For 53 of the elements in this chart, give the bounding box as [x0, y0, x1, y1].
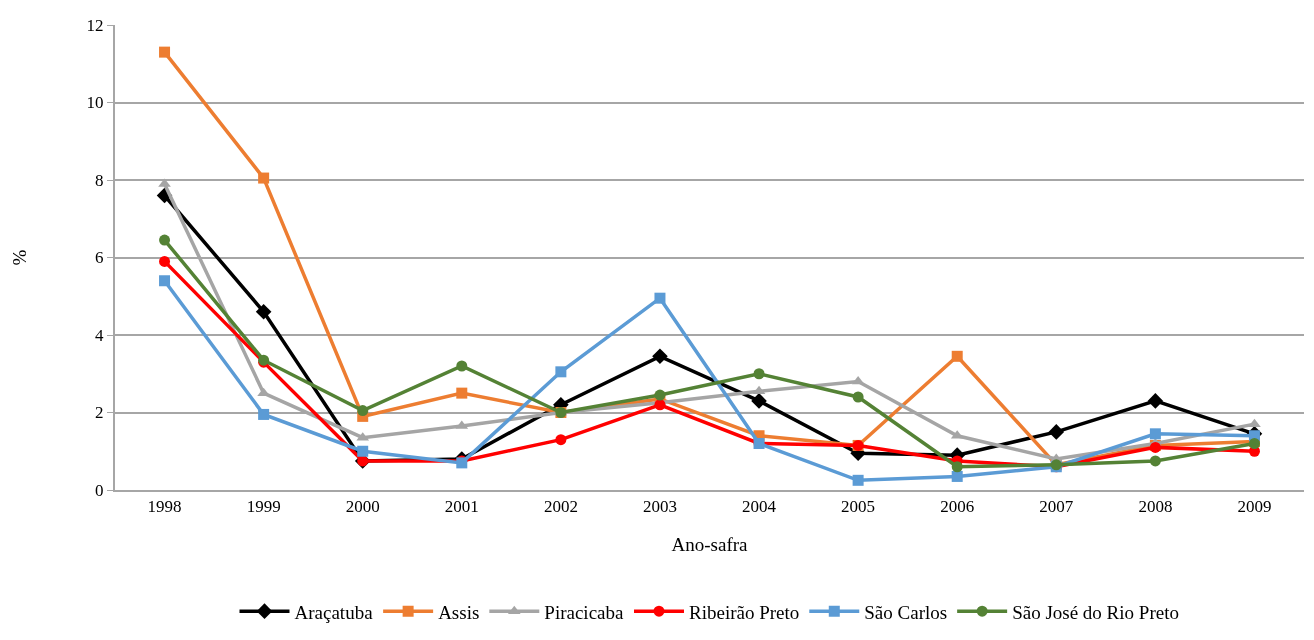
y-tick-label: 6: [95, 248, 104, 268]
x-tick-label: 2005: [841, 497, 876, 517]
point: [654, 292, 666, 304]
x-tick-label: 1998: [147, 497, 182, 517]
point: [753, 368, 765, 380]
point: [1149, 428, 1161, 440]
point: [652, 348, 668, 365]
point: [1149, 455, 1161, 467]
x-tick-label: 2000: [345, 497, 380, 517]
point: [1048, 424, 1065, 440]
point: [255, 303, 272, 320]
point: [751, 393, 767, 409]
point: [852, 474, 864, 486]
x-tick-label: 2001: [444, 497, 479, 517]
legend-label: São José do Rio Preto: [1012, 601, 1179, 623]
x-tick-label: 2008: [1138, 497, 1173, 517]
point: [456, 387, 468, 399]
legend-label: Ribeirão Preto: [689, 601, 800, 623]
x-tick-label: 2002: [543, 497, 578, 517]
x-tick-label: 2003: [642, 497, 677, 517]
y-tick-label: 12: [86, 15, 104, 35]
x-tick-label: 2009: [1237, 497, 1272, 517]
x-axis-title: Ano-safra: [671, 533, 749, 555]
point: [555, 366, 567, 378]
x-tick-label: 2007: [1039, 497, 1074, 517]
legend-label: Piracicaba: [544, 601, 624, 623]
x-tick-label: 2004: [742, 497, 777, 517]
legend-label: São Carlos: [864, 601, 948, 623]
x-tick-label: 2006: [940, 497, 975, 517]
y-tick-label: 2: [95, 403, 104, 423]
point: [258, 408, 270, 420]
point: [258, 172, 270, 184]
point: [159, 234, 171, 246]
y-tick-label: 8: [95, 170, 104, 190]
point: [159, 255, 171, 267]
point: [159, 46, 171, 58]
y-axis-title: %: [8, 249, 30, 266]
x-tick-label: 1999: [246, 497, 281, 517]
point: [951, 350, 963, 362]
point: [456, 360, 468, 372]
point: [951, 461, 963, 473]
legend-label: Araçatuba: [294, 601, 374, 623]
point: [852, 391, 864, 403]
point: [357, 445, 369, 457]
point: [159, 275, 171, 287]
point: [951, 470, 963, 482]
y-tick-label: 10: [86, 93, 104, 113]
y-tick-label: 0: [95, 480, 104, 500]
point: [1147, 393, 1164, 409]
legend-label: Assis: [438, 601, 480, 623]
y-tick-label: 4: [95, 325, 105, 345]
point: [555, 434, 567, 446]
point: [357, 405, 369, 417]
